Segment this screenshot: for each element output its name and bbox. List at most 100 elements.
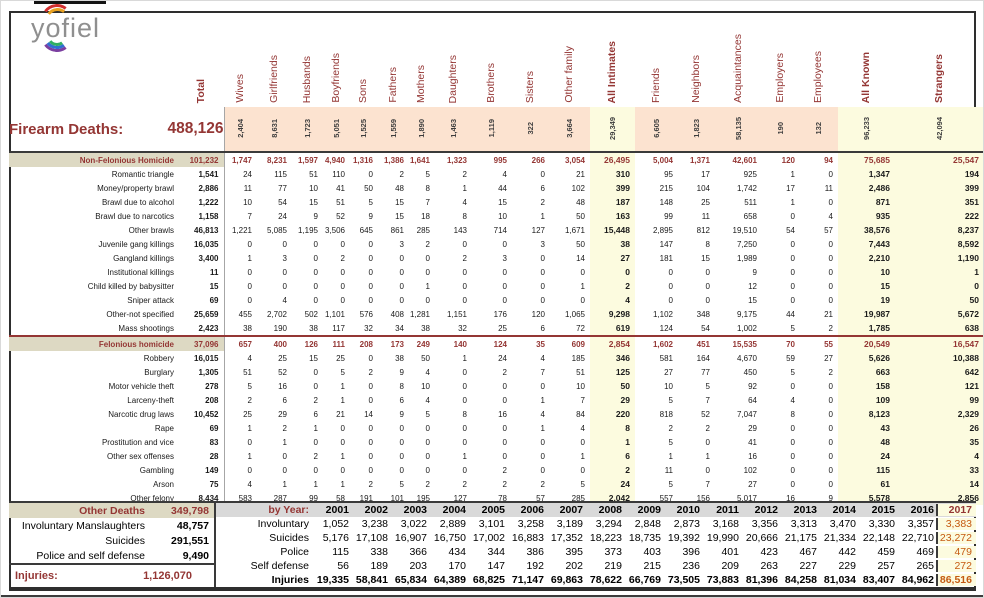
column-header-wives: Wives	[233, 74, 246, 103]
matrix-cell: 399	[895, 181, 983, 195]
matrix-cell: 195	[416, 493, 430, 503]
matrix-cell: 0	[313, 465, 318, 475]
matrix-cell: 16	[748, 451, 757, 461]
by-year-cell: 3,189	[556, 518, 583, 530]
matrix-cell: 7	[540, 367, 545, 377]
matrix-cell: 9	[399, 367, 404, 377]
matrix-cell: 0	[282, 451, 287, 461]
matrix-cell: 581	[659, 353, 673, 363]
matrix-cell: 0	[705, 437, 710, 447]
matrix-cell: 5	[399, 479, 404, 489]
matrix-cell: 0	[502, 295, 507, 305]
row-label-other-sex-offenses: Other sex offenses	[107, 451, 174, 461]
matrix-cell: 0	[828, 437, 833, 447]
matrix-cell: 0	[247, 267, 252, 277]
matrix-cell: 16	[498, 409, 507, 419]
matrix-cell: 5	[425, 169, 430, 179]
matrix-cell: 4	[425, 367, 430, 377]
matrix-cell: 0	[399, 465, 404, 475]
firearm-deaths-total-cell: Firearm Deaths: 488,126	[9, 107, 225, 152]
row-total-arson: 75	[179, 477, 225, 491]
matrix-cell: 5	[790, 367, 795, 377]
year-header-2008: 2008	[598, 504, 622, 516]
by-year-cell: 17,108	[355, 532, 388, 544]
by-year-cell: 21,175	[784, 532, 817, 544]
by-year-cell: 147	[487, 560, 505, 572]
matrix-cell: 1,323	[435, 151, 472, 167]
matrix-cell: 220	[590, 407, 635, 421]
matrix-cell: 15	[309, 197, 318, 207]
matrix-cell: 12	[748, 281, 757, 291]
matrix-cell: 619	[590, 321, 635, 336]
by-year-cell: 18,735	[628, 532, 661, 544]
window-bottom-bar	[1, 595, 983, 597]
by-year-cell: 64,389	[433, 574, 466, 586]
matrix-cell: 8,123	[838, 407, 895, 421]
matrix-cell: 15	[395, 211, 404, 221]
matrix-cell: 38	[309, 323, 318, 333]
matrix-cell: 5	[340, 367, 345, 377]
matrix-cell: 1,002	[736, 323, 757, 333]
by-year-row-label: Injuries	[271, 574, 309, 586]
column-total-acquaintances: 58,135	[715, 107, 762, 152]
matrix-cell: 24	[838, 449, 895, 463]
matrix-cell: 0	[790, 479, 795, 489]
column-total-all-intimates: 29,349	[590, 107, 635, 152]
bottom-row-label: Involuntary Manslaughters	[21, 519, 145, 532]
matrix-cell: 2	[828, 323, 833, 333]
matrix-cell: 0	[705, 281, 710, 291]
matrix-cell: 0	[368, 395, 373, 405]
row-label-robbery: Robbery	[143, 353, 174, 363]
matrix-cell: 5	[247, 381, 252, 391]
row-label-rape: Rape	[154, 423, 174, 433]
by-year-cell: 403	[643, 546, 661, 558]
by-year-cell: 215	[643, 560, 661, 572]
by-year-cell: 115	[332, 546, 349, 558]
matrix-cell: 156	[696, 493, 710, 503]
matrix-cell: 0	[540, 465, 545, 475]
by-year-cell: 2,873	[673, 518, 700, 530]
bottom-row-total: 349,798	[171, 504, 209, 517]
column-header-total: Total	[194, 78, 207, 103]
matrix-cell: 3,054	[550, 151, 590, 167]
header-corner	[9, 11, 179, 107]
row-label-felonious-homicide: Felonious homicide	[9, 335, 179, 351]
matrix-cell: 2	[368, 367, 373, 377]
matrix-cell: 0	[502, 437, 507, 447]
matrix-cell: 2	[399, 169, 404, 179]
column-header-friends: Friends	[649, 67, 662, 103]
matrix-cell: 1	[705, 451, 710, 461]
by-year-cell: 469	[916, 546, 934, 558]
matrix-cell: 0	[368, 267, 373, 277]
column-header-fathers: Fathers	[386, 67, 399, 103]
matrix-cell: 871	[838, 195, 895, 209]
by-year-cell: 81,034	[823, 574, 856, 586]
year-header-2011: 2011	[716, 504, 739, 516]
row-total-narcotic-drug-laws: 10,452	[179, 407, 225, 421]
matrix-cell: 0	[368, 169, 373, 179]
matrix-cell: 0	[828, 451, 833, 461]
by-year-cell: 401	[721, 546, 739, 558]
matrix-cell: 0	[425, 295, 430, 305]
matrix-cell: 4	[425, 395, 430, 405]
matrix-cell: 38	[395, 353, 404, 363]
matrix-cell: 5	[668, 395, 673, 405]
by-year-cell: 3,330	[868, 518, 895, 530]
matrix-cell: 38	[243, 323, 252, 333]
matrix-cell: 1	[282, 479, 287, 489]
by-year-cell: 209	[721, 560, 739, 572]
matrix-cell: 0	[282, 267, 287, 277]
matrix-cell: 2	[462, 169, 467, 179]
by-year-cell: 78,622	[589, 574, 622, 586]
matrix-cell: 5	[425, 409, 430, 419]
by-year-cell: 229	[838, 560, 856, 572]
by-year-cell: 434	[448, 546, 466, 558]
bottom-row-total: 48,757	[176, 519, 209, 532]
matrix-cell: 0	[313, 437, 318, 447]
matrix-cell: 5	[705, 381, 710, 391]
matrix-cell: 6	[399, 395, 404, 405]
matrix-cell: 4	[502, 169, 507, 179]
matrix-cell: 1	[590, 435, 635, 449]
row-total-juvenile-gang-killings: 16,035	[179, 237, 225, 251]
